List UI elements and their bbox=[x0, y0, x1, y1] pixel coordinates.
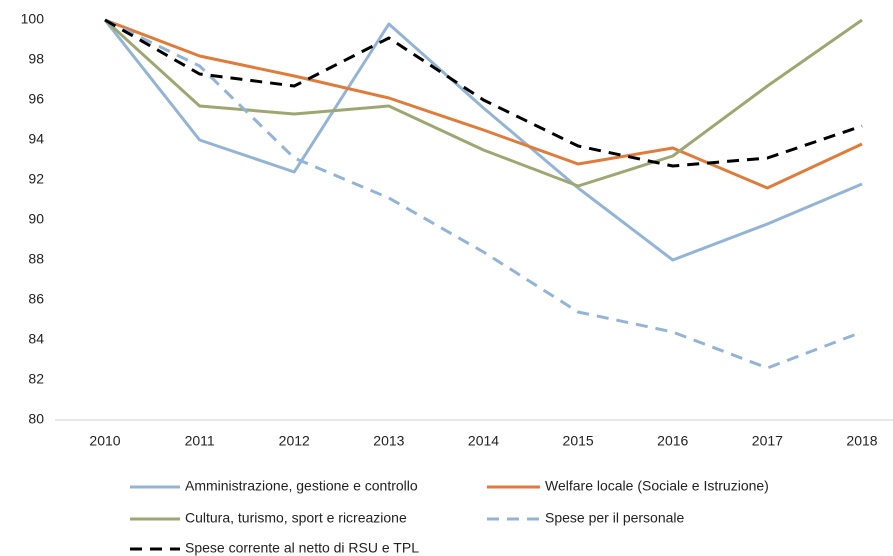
line-series bbox=[104, 18, 863, 190]
line-series bbox=[104, 18, 863, 370]
y-tick-label: 98 bbox=[28, 51, 44, 67]
legend-label: Spese corrente al netto di RSU e TPL bbox=[185, 540, 419, 556]
legend-label: Amministrazione, gestione e controllo bbox=[185, 478, 418, 494]
y-tick-label: 94 bbox=[28, 131, 44, 147]
line-series bbox=[104, 18, 863, 168]
legend-label: Spese per il personale bbox=[545, 510, 685, 526]
y-tick-label: 80 bbox=[28, 411, 44, 427]
x-tick-label: 2013 bbox=[373, 433, 404, 449]
x-tick-label: 2015 bbox=[563, 433, 594, 449]
x-tick-label: 2016 bbox=[657, 433, 688, 449]
x-tick-label: 2017 bbox=[752, 433, 783, 449]
x-tick-label: 2010 bbox=[89, 433, 120, 449]
y-tick-label: 82 bbox=[28, 371, 44, 387]
x-tick-label: 2018 bbox=[846, 433, 877, 449]
legend-label: Cultura, turismo, sport e ricreazione bbox=[185, 510, 407, 526]
line-series bbox=[103, 18, 863, 188]
y-tick-label: 96 bbox=[28, 91, 44, 107]
x-tick-label: 2012 bbox=[279, 433, 310, 449]
y-tick-label: 88 bbox=[28, 251, 44, 267]
y-tick-label: 100 bbox=[21, 11, 45, 27]
y-tick-label: 90 bbox=[28, 211, 44, 227]
x-tick-label: 2011 bbox=[185, 433, 215, 449]
y-tick-label: 84 bbox=[28, 331, 44, 347]
line-series bbox=[103, 19, 863, 262]
y-tick-label: 86 bbox=[28, 291, 44, 307]
y-tick-label: 92 bbox=[28, 171, 44, 187]
x-tick-label: 2014 bbox=[468, 433, 499, 449]
legend-label: Welfare locale (Sociale e Istruzione) bbox=[545, 478, 769, 494]
